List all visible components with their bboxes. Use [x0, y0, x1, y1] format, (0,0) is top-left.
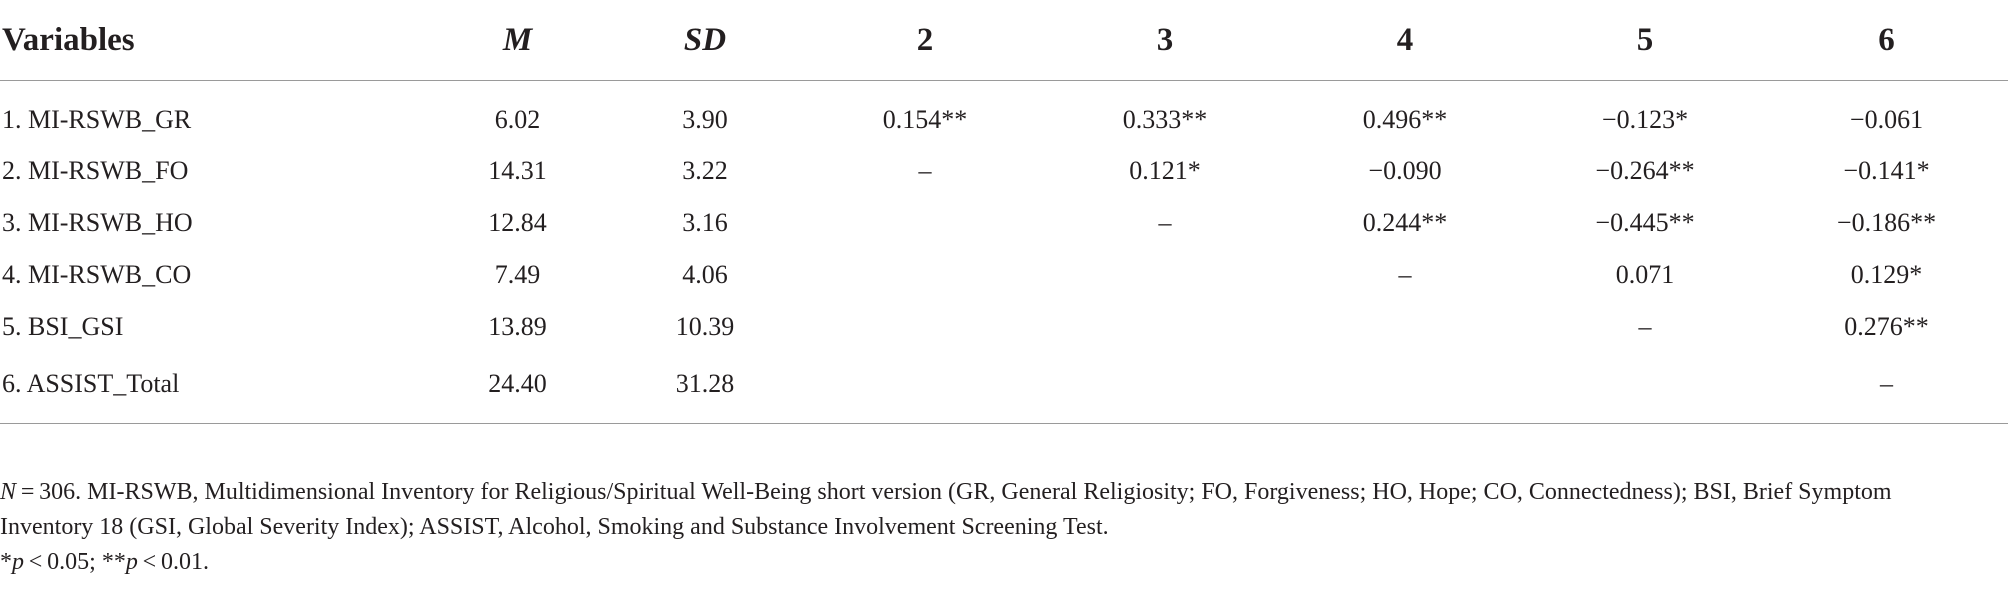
table-cell: 0.071	[1615, 260, 1675, 289]
table-cell: 10.39	[675, 312, 735, 341]
table-cell: –	[1398, 260, 1412, 289]
footnote-n-label: N	[0, 479, 17, 505]
table-row: 6. ASSIST_Total 24.40 31.28 –	[0, 353, 2008, 424]
table-cell: 0.129*	[1850, 260, 1923, 289]
table-cell: –	[1765, 353, 2008, 424]
table-cell: −0.445**	[1595, 208, 1695, 237]
table-row: 3. MI-RSWB_HO 12.84 3.16 – 0.244** −0.445** −0…	[0, 197, 2008, 249]
sig-1-text: < 0.05;	[24, 549, 102, 575]
table-cell: 14.31	[488, 156, 547, 185]
table-cell: 3.22	[682, 156, 728, 185]
table-cell: −0.141*	[1843, 156, 1930, 185]
table-cell: 3.90	[682, 105, 728, 134]
table-cell: 7.49	[494, 260, 541, 289]
table-cell: 12.84	[488, 208, 547, 237]
correlation-table: Variables M SD 2 3 4 5 6 1. MI-RSWB_GR 6.02 3.90 0…	[0, 0, 2008, 424]
table-cell	[1045, 301, 1285, 353]
table-cell: 31.28	[605, 353, 805, 424]
row-variable-label: 1. MI-RSWB_GR	[2, 105, 192, 134]
sig-1-star: *	[0, 549, 12, 575]
table-cell: 4.06	[682, 260, 728, 289]
row-variable-label: 2. MI-RSWB_FO	[2, 156, 189, 185]
table-body: 1. MI-RSWB_GR 6.02 3.90 0.154** 0.333** 0.496…	[0, 81, 2008, 424]
row-variable-label: 6. ASSIST_Total	[0, 353, 430, 424]
table-cell: 0.154**	[882, 105, 968, 134]
header-col-3: 2	[805, 0, 1045, 81]
table-row: 5. BSI_GSI 13.89 10.39 – 0.276**	[0, 301, 2008, 353]
header-col-1: M	[430, 0, 605, 81]
table-cell	[1285, 353, 1525, 424]
sig-1-p: p	[12, 549, 24, 575]
table-cell: –	[1158, 208, 1172, 237]
table-cell: −0.090	[1368, 156, 1442, 185]
table-cell: 0.276**	[1844, 312, 1929, 341]
table-cell: 13.89	[488, 312, 547, 341]
table-cell: 0.333**	[1122, 105, 1208, 134]
table-cell: 6.02	[494, 105, 541, 134]
header-variables: Variables	[0, 0, 430, 81]
footnote-significance: *p < 0.05; **p < 0.01.	[0, 545, 1990, 580]
table-cell: 24.40	[430, 353, 605, 424]
table-cell	[1285, 301, 1525, 353]
header-col-2: SD	[605, 0, 805, 81]
table-cell: 0.496**	[1362, 105, 1448, 134]
table-cell	[805, 197, 1045, 249]
row-variable-label: 4. MI-RSWB_CO	[2, 260, 192, 289]
row-variable-label: 5. BSI_GSI	[2, 312, 124, 341]
table-cell: −0.123*	[1601, 105, 1689, 134]
header-col-4: 3	[1045, 0, 1285, 81]
table-row: 4. MI-RSWB_CO 7.49 4.06 – 0.071 0.129*	[0, 249, 2008, 301]
header-row: Variables M SD 2 3 4 5 6	[0, 0, 2008, 81]
table-cell: −0.264**	[1595, 156, 1695, 185]
header-col-6: 5	[1525, 0, 1765, 81]
table-cell: 3.16	[682, 208, 728, 237]
header-col-7: 6	[1765, 0, 2008, 81]
table-cell: –	[918, 156, 932, 185]
sig-2-p: p	[125, 549, 138, 575]
table-row: 2. MI-RSWB_FO 14.31 3.22 – 0.121* −0.090 −0.26…	[0, 145, 2008, 197]
table-cell: –	[1638, 312, 1652, 341]
footnote-abbreviations: = 306. MI-RSWB, Multidimensional Invento…	[0, 479, 1892, 540]
table-cell	[1525, 353, 1765, 424]
header-col-5: 4	[1285, 0, 1525, 81]
footnote-sample-note: N = 306. MI-RSWB, Multidimensional Inven…	[0, 475, 1990, 545]
row-variable-label: 3. MI-RSWB_HO	[2, 208, 193, 237]
table-cell: −0.186**	[1836, 208, 1937, 237]
table-cell: 0.244**	[1362, 208, 1448, 237]
table-cell	[1045, 353, 1285, 424]
table-cell	[805, 353, 1045, 424]
table-cell: 0.121*	[1129, 156, 1201, 185]
table-cell: −0.061	[1849, 105, 1924, 134]
table-cell	[805, 249, 1045, 301]
sig-2-star: **	[101, 549, 126, 575]
correlation-table-container: Variables M SD 2 3 4 5 6 1. MI-RSWB_GR 6.02 3.90 0…	[0, 0, 2008, 424]
table-cell	[805, 301, 1045, 353]
sig-2-text: < 0.01.	[137, 549, 209, 575]
table-footnote: N = 306. MI-RSWB, Multidimensional Inven…	[0, 475, 1990, 580]
table-cell	[1045, 249, 1285, 301]
table-header: Variables M SD 2 3 4 5 6	[0, 0, 2008, 81]
table-row: 1. MI-RSWB_GR 6.02 3.90 0.154** 0.333** 0.496…	[0, 81, 2008, 146]
